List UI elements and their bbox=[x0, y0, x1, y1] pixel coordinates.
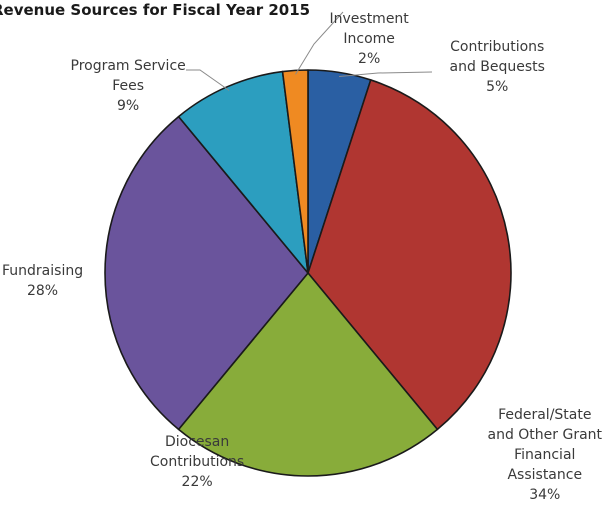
leader-line-program-service-fees bbox=[186, 69, 230, 91]
slice-percent-label: 2% bbox=[358, 51, 381, 67]
slice-label-line: Program Service bbox=[70, 58, 186, 74]
pie-slice-diocesan-contributions bbox=[177, 272, 439, 477]
slice-label-contributions-and-bequests: Contributions and Bequests 5% bbox=[450, 37, 545, 97]
slice-label-line: Fees bbox=[112, 78, 145, 94]
slice-label-line: Fundraising bbox=[2, 263, 84, 279]
slice-percent-label: 5% bbox=[486, 79, 509, 95]
leader-line-contributions-and-bequests bbox=[339, 71, 433, 77]
slice-label-investment-income: Investment Income 2% bbox=[330, 9, 409, 69]
pie-slice-program-service-fees bbox=[177, 70, 309, 274]
slice-label-line: Federal/State bbox=[498, 407, 592, 423]
slice-percent-label: 9% bbox=[117, 98, 140, 114]
slice-label-line: Financial bbox=[514, 447, 576, 463]
slice-label-line: Income bbox=[343, 31, 395, 47]
pie-slice-federal-state-grant-assistance bbox=[307, 79, 512, 431]
slice-label-line: Assistance bbox=[507, 467, 583, 483]
slice-label-line: and Other Grant bbox=[487, 427, 603, 443]
slice-label-line: Contributions bbox=[150, 454, 245, 470]
pie-slice-investment-income bbox=[281, 69, 309, 274]
pie-slice-fundraising bbox=[104, 115, 309, 431]
chart-title: Revenue Sources for Fiscal Year 2015 bbox=[0, 1, 311, 19]
slice-label-diocesan-contributions: Diocesan Contributions 22% bbox=[150, 432, 244, 492]
slice-percent-label: 28% bbox=[26, 283, 59, 299]
slice-label-line: Investment bbox=[329, 11, 409, 27]
slice-label-fundraising: Fundraising 28% bbox=[2, 261, 83, 301]
slice-label-line: Contributions bbox=[450, 39, 545, 55]
slice-percent-label: 34% bbox=[529, 487, 561, 503]
slice-label-line: Diocesan bbox=[164, 434, 230, 450]
slice-percent-label: 22% bbox=[181, 474, 213, 490]
slice-label-program-service-fees: Program Service Fees 9% bbox=[71, 56, 186, 116]
leader-line-investment-income bbox=[295, 11, 344, 75]
slice-label-line: and Bequests bbox=[449, 59, 545, 75]
slice-label-federal-state-grant-assistance: Federal/State and Other Grant Financial Ass… bbox=[488, 405, 603, 505]
